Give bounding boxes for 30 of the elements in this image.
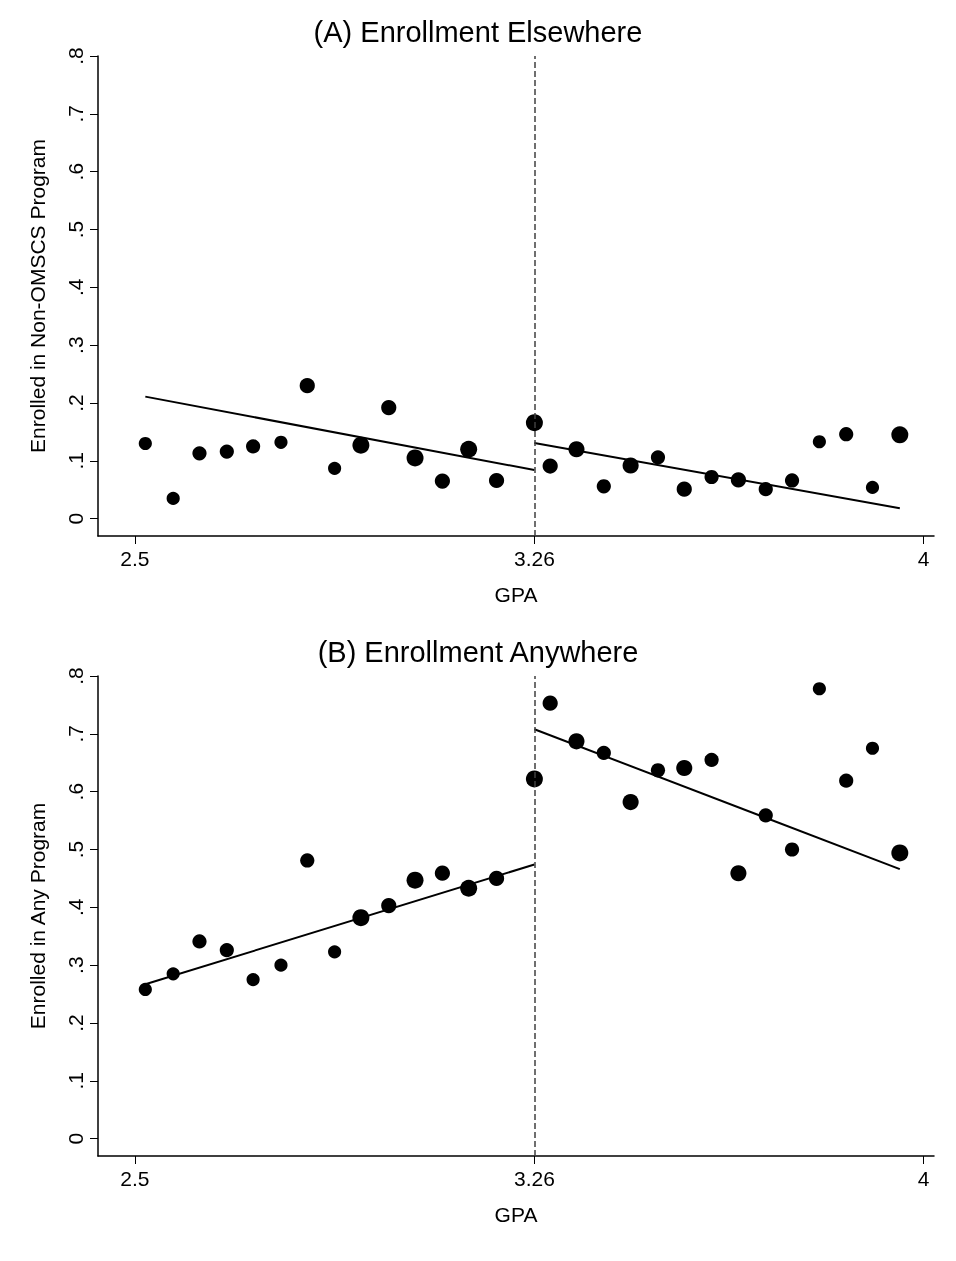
x-tick-label: 2.5	[120, 547, 150, 570]
x-tick-label: 3.26	[513, 547, 555, 570]
y-tick-label: .4	[64, 278, 87, 297]
y-tick-label: .2	[64, 1014, 87, 1032]
y-tick-label: .4	[64, 898, 87, 917]
y-tick-label: 0	[64, 1132, 87, 1145]
y-tick-label: .5	[64, 840, 87, 859]
y-tick-label: .7	[64, 105, 87, 123]
y-tick-label: .2	[64, 394, 87, 412]
x-tick-label: 4	[917, 1167, 930, 1190]
chart-title: (B) Enrollment Anywhere	[317, 635, 639, 668]
y-tick-label: .6	[64, 162, 87, 181]
chart-title: (A) Enrollment Elsewhere	[313, 15, 643, 48]
y-tick-label: .8	[64, 47, 87, 65]
y-tick-label: .8	[64, 667, 87, 685]
y-axis-title: Enrolled in Non-OMSCS Program	[26, 139, 49, 453]
x-tick-label: 2.5	[120, 1167, 150, 1190]
y-tick-label: .1	[64, 452, 87, 470]
y-tick-label: .3	[64, 336, 87, 354]
y-tick-label: .7	[64, 725, 87, 743]
y-tick-label: .1	[64, 1072, 87, 1090]
x-tick-label: 3.26	[513, 1167, 555, 1190]
y-tick-label: .5	[64, 220, 87, 239]
x-axis-title: GPA	[494, 583, 538, 606]
x-axis-title: GPA	[494, 1203, 538, 1226]
y-tick-label: .6	[64, 782, 87, 801]
y-tick-label: .3	[64, 956, 87, 974]
y-tick-label: 0	[64, 512, 87, 525]
x-tick-label: 4	[917, 547, 930, 570]
y-axis-title: Enrolled in Any Program	[26, 802, 49, 1030]
